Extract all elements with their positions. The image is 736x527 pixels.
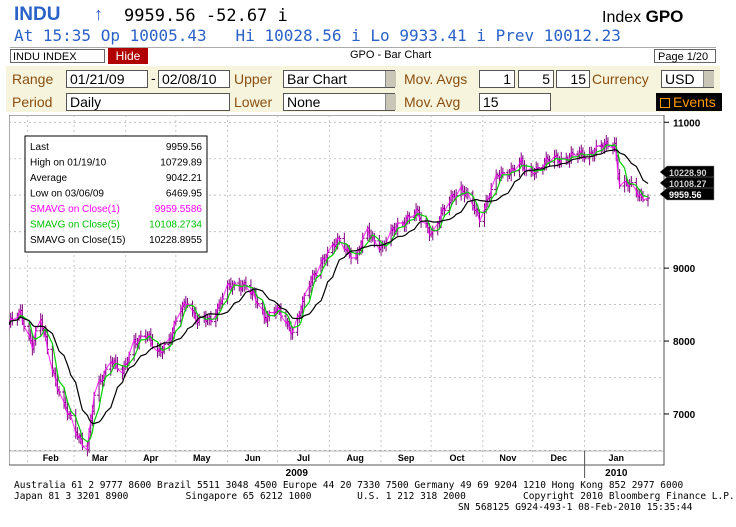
mov-avg-3-input[interactable]: 15 <box>556 70 590 88</box>
range-end-input[interactable]: 02/08/10 <box>158 70 230 88</box>
range-separator: - <box>151 70 156 86</box>
sma-1-line <box>9 140 649 451</box>
month-label: Jul <box>297 453 310 463</box>
security-field[interactable]: INDU INDEX <box>10 49 105 63</box>
upper-select[interactable]: Bar Chart <box>283 70 395 88</box>
last-tag-box <box>659 187 715 201</box>
last-tag-label: 9959.56 <box>669 190 702 200</box>
hide-button[interactable]: Hide <box>108 48 148 64</box>
legend-value: 6469.95 <box>166 189 203 200</box>
bar-chart[interactable]: 7000800090001000011000 FebMarAprMayJunJu… <box>9 115 717 479</box>
month-label: May <box>193 453 211 463</box>
upper-label: Upper <box>234 71 273 87</box>
legend-label: High on 01/19/10 <box>30 158 107 169</box>
legend-label: SMAVG on Close(5) <box>30 220 120 231</box>
currency-select[interactable]: USD <box>661 70 714 88</box>
currency-label: Currency <box>592 71 649 87</box>
lower-label: Lower <box>234 94 273 110</box>
y-tick-label: 7000 <box>673 410 696 421</box>
month-label: Mar <box>92 453 109 463</box>
mov-avg-input[interactable]: 15 <box>479 93 551 111</box>
month-label: Sep <box>398 453 415 463</box>
month-label: Jan <box>609 453 625 463</box>
footer-contacts-2: Japan 81 3 3201 8900 Singapore 65 6212 1… <box>14 491 735 502</box>
legend-label: Low on 03/06/09 <box>30 189 104 200</box>
last-tag-box <box>659 165 715 179</box>
month-label: Feb <box>43 453 60 463</box>
events-label: Events <box>673 94 716 110</box>
range-label: Range <box>12 71 54 87</box>
period-select[interactable]: Daily <box>66 93 230 111</box>
legend-label: SMAVG on Close(15) <box>30 235 125 246</box>
footer-serial: SN 568125 G924-493-1 08-Feb-2010 15:35:4… <box>458 502 693 513</box>
legend-value: 10108.2734 <box>149 220 202 231</box>
events-toggle[interactable]: Events <box>656 93 722 111</box>
month-label: Oct <box>449 453 464 463</box>
y-tick-label: 8000 <box>673 337 696 348</box>
legend-value: 10729.89 <box>160 158 202 169</box>
y-tick-label: 11000 <box>673 118 701 129</box>
mov-avg-1-input[interactable]: 1 <box>479 70 515 88</box>
security-type-label: Index <box>602 9 642 26</box>
sma-15-line <box>9 148 649 425</box>
upper-dropdown-icon[interactable] <box>385 71 396 87</box>
sma-5-line <box>9 143 649 443</box>
lower-select[interactable]: None <box>283 93 395 111</box>
currency-dropdown-icon[interactable] <box>703 71 714 87</box>
quote-header: INDU ↑ 9959.56 -52.67 i Index GPO <box>0 0 736 30</box>
ticker-symbol[interactable]: INDU <box>14 4 61 25</box>
range-start-input[interactable]: 01/21/09 <box>66 70 148 88</box>
lower-dropdown-icon[interactable] <box>385 94 396 110</box>
period-label: Period <box>12 94 53 110</box>
month-label: Apr <box>143 453 159 463</box>
y-tick-label: 9000 <box>673 264 696 275</box>
legend-label: Average <box>30 173 68 184</box>
footer-contacts-1: Australia 61 2 9777 8600 Brazil 5511 304… <box>14 480 684 491</box>
legend-frame <box>24 135 208 253</box>
page-indicator[interactable]: Page 1/20 <box>654 49 716 63</box>
chart-legend: Last 9959.56 High on 01/19/10 10729.89 Avera… <box>24 135 208 253</box>
chart-titlebar: INDU INDEX Hide GPO - Bar Chart Page 1/2… <box>10 47 716 65</box>
year-label: 2010 <box>605 468 628 479</box>
mov-avg-2-input[interactable]: 5 <box>518 70 554 88</box>
mov-avgs-label: Mov. Avgs <box>404 71 468 87</box>
month-label: Dec <box>550 453 567 463</box>
function-code[interactable]: GPO <box>645 7 684 26</box>
legend-value: 10228.8955 <box>149 235 202 246</box>
last-tag-label: 10108.27 <box>669 179 707 189</box>
up-arrow-icon: ↑ <box>94 4 103 24</box>
legend-value: 9959.5586 <box>155 204 203 215</box>
quote-line: 9959.56 -52.67 i <box>124 6 288 26</box>
checkbox-icon <box>660 98 670 109</box>
chart-controls: Range 01/21/09 - 02/08/10 Upper Bar Char… <box>6 66 722 112</box>
legend-label: SMAVG on Close(1) <box>30 204 120 215</box>
legend-value: 9959.56 <box>166 142 203 153</box>
year-label: 2009 <box>286 468 309 479</box>
moving-average-lines <box>9 140 649 451</box>
month-label: Nov <box>499 453 516 463</box>
x-axis: Feb Mar Apr May Jun Jul Aug Sep Oct Nov Dec Jan 2009… <box>9 450 664 479</box>
legend-label: Last <box>30 142 49 153</box>
legend-value: 9042.21 <box>166 173 203 184</box>
quote-detail-line: At 15:35 Op 10005.43 Hi 10028.56 i Lo 99… <box>14 26 621 45</box>
chart-title: GPO - Bar Chart <box>350 49 432 61</box>
y-axis: 7000800090001000011000 <box>664 118 701 421</box>
security-type: Index GPO <box>602 7 683 27</box>
mov-avg-label: Mov. Avg <box>404 94 461 110</box>
last-tag-label: 10228.90 <box>669 168 707 178</box>
last-tag-box <box>659 176 715 190</box>
month-label: Jun <box>245 453 261 463</box>
month-label: Aug <box>346 453 364 463</box>
